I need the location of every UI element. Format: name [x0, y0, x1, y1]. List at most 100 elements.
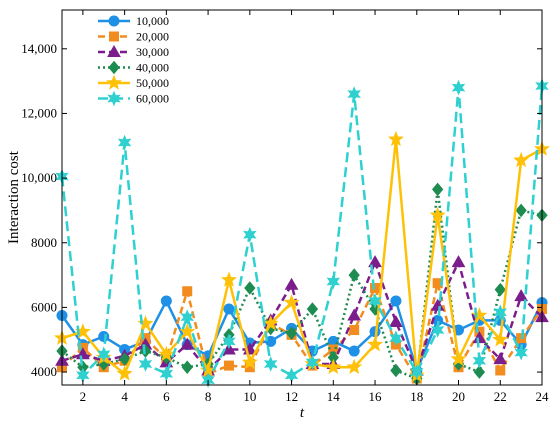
- legend-label: 10,000: [136, 14, 169, 28]
- data-point: [283, 294, 300, 310]
- legend-label: 20,000: [136, 30, 169, 44]
- x-tick-label: 14: [327, 389, 341, 404]
- legend-item: 10,000: [98, 14, 169, 28]
- data-point: [305, 354, 320, 371]
- data-point: [159, 365, 174, 382]
- data-point: [349, 325, 360, 336]
- legend-marker: [108, 15, 120, 27]
- data-point: [472, 352, 487, 369]
- data-point: [348, 345, 360, 357]
- data-point: [390, 363, 402, 378]
- data-point: [179, 323, 196, 339]
- data-point: [284, 367, 299, 384]
- x-tick-label: 20: [452, 389, 465, 404]
- data-point: [97, 346, 111, 363]
- x-tick-label: 10: [243, 389, 256, 404]
- data-point: [493, 304, 507, 321]
- data-point: [451, 79, 466, 96]
- x-tick-label: 24: [536, 389, 550, 404]
- data-point: [367, 336, 384, 352]
- data-point: [241, 353, 258, 370]
- data-point: [494, 282, 506, 297]
- y-tick-label: 4000: [31, 364, 57, 379]
- data-point: [451, 255, 466, 268]
- data-point: [514, 344, 528, 361]
- legend-label: 40,000: [136, 61, 169, 75]
- data-point: [180, 337, 195, 350]
- data-point: [347, 86, 361, 102]
- data-point: [138, 356, 153, 372]
- data-point: [244, 281, 256, 295]
- legend-marker: [107, 90, 121, 107]
- y-tick-label: 14,000: [21, 41, 57, 56]
- data-point: [76, 367, 90, 384]
- data-point: [284, 277, 299, 290]
- legend-item: 40,000: [98, 61, 169, 75]
- data-point: [181, 360, 193, 375]
- legend-marker: [107, 44, 121, 57]
- data-point: [265, 335, 277, 347]
- data-point: [346, 358, 363, 375]
- data-point: [389, 314, 403, 327]
- data-point: [430, 322, 445, 338]
- series-line: [60, 85, 544, 382]
- legend-item: 30,000: [98, 44, 169, 59]
- legend-label: 30,000: [136, 45, 169, 59]
- y-tick-label: 12,000: [21, 105, 57, 120]
- legend-item: 60,000: [98, 90, 169, 107]
- data-point: [118, 352, 131, 366]
- series-layer: [54, 78, 550, 388]
- x-tick-label: 12: [285, 389, 298, 404]
- y-tick-label: 10,000: [21, 170, 57, 185]
- data-point: [180, 309, 194, 325]
- data-point: [513, 151, 530, 168]
- x-tick-label: 16: [369, 389, 383, 404]
- data-point: [450, 350, 467, 366]
- data-point: [471, 307, 488, 323]
- data-point: [158, 345, 175, 362]
- data-point: [472, 331, 487, 344]
- data-point: [389, 330, 403, 346]
- legend-item: 50,000: [98, 74, 169, 90]
- data-point: [368, 255, 382, 268]
- legend-marker: [108, 60, 120, 75]
- data-point: [473, 365, 486, 379]
- y-axis-title: Interaction cost: [6, 150, 22, 244]
- series-line: [61, 260, 543, 372]
- data-point: [410, 364, 424, 380]
- data-point: [222, 333, 236, 350]
- x-tick-label: 2: [80, 389, 87, 404]
- data-point: [262, 315, 279, 331]
- y-tick-label: 8000: [31, 235, 57, 250]
- data-point: [116, 365, 133, 381]
- data-point: [263, 356, 278, 372]
- data-point: [326, 273, 341, 290]
- data-point: [387, 130, 404, 147]
- data-point: [223, 360, 234, 371]
- data-point: [98, 331, 110, 343]
- legend-label: 60,000: [136, 92, 169, 106]
- data-point: [348, 268, 360, 282]
- x-tick-label: 22: [494, 389, 507, 404]
- series-5: [54, 130, 550, 383]
- data-point: [182, 286, 193, 297]
- data-point: [432, 182, 444, 197]
- data-point: [325, 358, 342, 375]
- data-point: [285, 326, 298, 341]
- data-point: [492, 331, 509, 347]
- x-tick-label: 18: [410, 389, 423, 404]
- x-tick-label: 8: [205, 389, 212, 404]
- data-point: [390, 295, 402, 307]
- x-axis-title: t: [300, 405, 305, 421]
- legend-label: 50,000: [136, 76, 169, 90]
- data-point: [493, 352, 508, 365]
- legend-marker: [109, 31, 119, 42]
- x-tick-label: 6: [163, 389, 170, 404]
- x-tick-label: 4: [121, 389, 128, 404]
- plot-frame: [61, 9, 543, 386]
- data-point: [514, 289, 528, 302]
- data-point: [515, 203, 527, 218]
